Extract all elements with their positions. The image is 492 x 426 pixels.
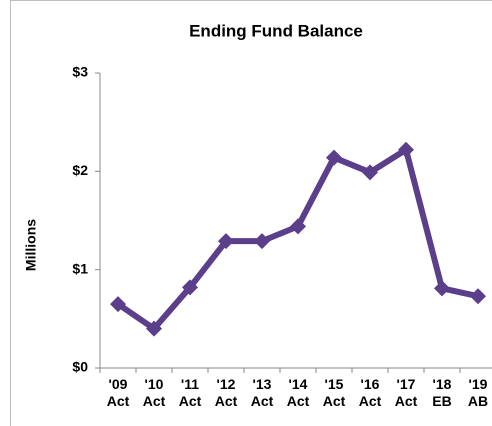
x-tick-label: '10 Act: [142, 376, 166, 409]
marker: [146, 320, 162, 337]
chart-title: Ending Fund Balance: [189, 21, 363, 40]
marker: [218, 233, 234, 250]
marker: [182, 279, 198, 296]
y-tick-label: $0: [72, 359, 88, 375]
marker: [326, 149, 342, 166]
x-tick-label: '15 Act: [322, 376, 346, 409]
chart-border: [10, 0, 492, 426]
x-tick-label: '14 Act: [286, 376, 310, 409]
marker: [290, 218, 306, 235]
marker: [470, 288, 486, 305]
marker: [434, 280, 450, 297]
y-tick-label: $1: [72, 260, 88, 276]
marker: [110, 296, 126, 313]
line: [116, 146, 479, 332]
x-tick-label: '11 Act: [178, 376, 202, 409]
marker: [398, 141, 414, 158]
marker: [254, 233, 270, 250]
x-tick-label: '12 Act: [214, 376, 238, 409]
x-tick-label: '17 Act: [394, 376, 418, 409]
x-tick-label: '09 Act: [106, 376, 130, 409]
x-tick-label: '16 Act: [358, 376, 382, 409]
x-tick-label: '18 EB: [432, 376, 452, 409]
marker: [362, 164, 378, 181]
x-tick-label: '19 AB: [467, 376, 489, 409]
y-axis-label: Millions: [23, 219, 39, 271]
y-tick-label: $3: [72, 64, 88, 80]
x-tick-label: '13 Act: [250, 376, 274, 409]
y-tick-label: $2: [72, 162, 88, 178]
